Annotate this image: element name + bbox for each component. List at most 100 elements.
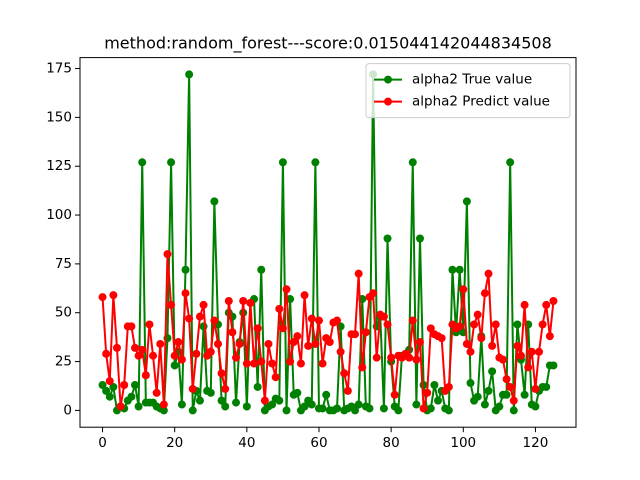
- point: [408, 316, 417, 325]
- point: [549, 297, 558, 306]
- point: [477, 334, 486, 343]
- point: [322, 390, 331, 399]
- point: [221, 384, 230, 393]
- point: [318, 359, 327, 368]
- point: [419, 404, 428, 413]
- point: [426, 404, 435, 413]
- point: [271, 373, 280, 382]
- point: [127, 322, 136, 331]
- point: [232, 353, 241, 362]
- point: [333, 316, 342, 325]
- point: [300, 291, 309, 300]
- point: [105, 392, 114, 401]
- legend-marker: [384, 97, 392, 106]
- point: [358, 363, 367, 372]
- point: [239, 297, 248, 306]
- point: [210, 316, 219, 325]
- point: [459, 285, 468, 294]
- x-tick-label: 60: [310, 435, 327, 451]
- point: [185, 314, 194, 323]
- point: [242, 402, 251, 411]
- point: [141, 371, 150, 380]
- point: [242, 359, 251, 368]
- point: [542, 300, 551, 309]
- point: [138, 158, 147, 167]
- point: [145, 320, 154, 329]
- point: [412, 400, 421, 409]
- point: [131, 381, 140, 390]
- x-tick-label: 40: [238, 435, 255, 451]
- point: [343, 386, 352, 395]
- point: [109, 291, 118, 300]
- point: [289, 338, 298, 347]
- point: [177, 400, 186, 409]
- point: [199, 322, 208, 331]
- point: [286, 295, 295, 304]
- point: [224, 297, 233, 306]
- y-tick-label: 125: [46, 158, 72, 174]
- point: [538, 320, 547, 329]
- point: [412, 355, 421, 364]
- point: [387, 353, 396, 362]
- point: [473, 392, 482, 401]
- point: [167, 300, 176, 309]
- point: [304, 341, 313, 350]
- point: [325, 338, 334, 347]
- point: [473, 310, 482, 319]
- point: [408, 158, 417, 167]
- point: [134, 351, 143, 360]
- point: [379, 404, 388, 413]
- x-tick-label: 100: [450, 435, 476, 451]
- point: [466, 379, 475, 388]
- point: [268, 359, 277, 368]
- point: [405, 353, 414, 362]
- point: [275, 304, 284, 313]
- point: [228, 328, 237, 337]
- point: [195, 396, 204, 405]
- point: [444, 382, 453, 391]
- point: [455, 265, 464, 274]
- point: [127, 392, 136, 401]
- point: [516, 351, 525, 360]
- point: [311, 339, 320, 348]
- point: [434, 396, 443, 405]
- point: [264, 339, 273, 348]
- point: [116, 402, 125, 411]
- point: [506, 382, 515, 391]
- point: [520, 390, 529, 399]
- point: [159, 400, 168, 409]
- point: [351, 330, 360, 339]
- point: [466, 347, 475, 356]
- point: [307, 314, 316, 323]
- point: [426, 324, 435, 333]
- point: [134, 402, 143, 411]
- point: [462, 339, 471, 348]
- point: [484, 269, 493, 278]
- point: [513, 341, 522, 350]
- point: [491, 320, 500, 329]
- point: [282, 406, 291, 415]
- point: [282, 285, 291, 294]
- point: [278, 158, 287, 167]
- point: [235, 339, 244, 348]
- point: [149, 351, 158, 360]
- point: [188, 406, 197, 415]
- point: [419, 381, 428, 390]
- legend-marker: [384, 75, 392, 84]
- point: [549, 361, 558, 370]
- point: [188, 384, 197, 393]
- point: [293, 388, 302, 397]
- point: [138, 345, 147, 354]
- point: [199, 300, 208, 309]
- point: [156, 339, 165, 348]
- point: [185, 70, 194, 79]
- point: [98, 381, 107, 390]
- point: [506, 158, 515, 167]
- point: [131, 343, 140, 352]
- point: [545, 332, 554, 341]
- y-tick-label: 25: [55, 354, 72, 370]
- point: [112, 343, 121, 352]
- point: [480, 400, 489, 409]
- point: [336, 347, 345, 356]
- point: [383, 320, 392, 329]
